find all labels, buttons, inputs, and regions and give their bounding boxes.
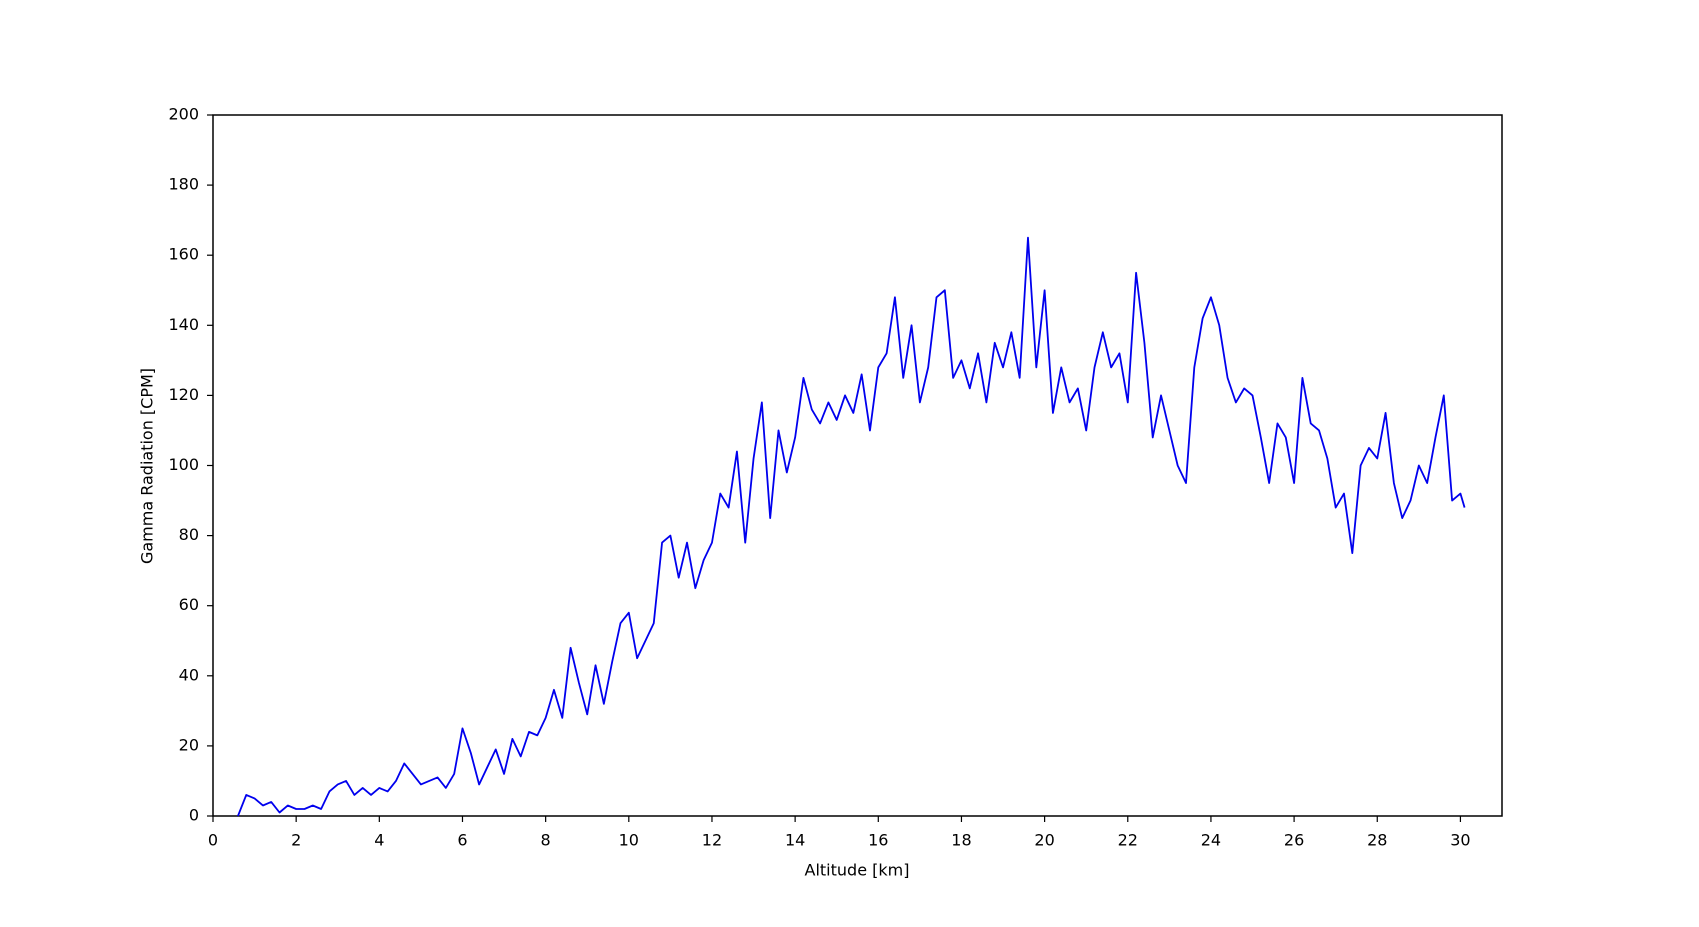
x-tick-label: 4 — [374, 831, 384, 850]
x-tick-label: 16 — [868, 831, 888, 850]
x-tick-label: 12 — [702, 831, 722, 850]
x-tick-label: 30 — [1450, 831, 1470, 850]
y-tick-label: 100 — [168, 455, 199, 474]
y-axis-label: Gamma Radiation [CPM] — [138, 368, 157, 564]
x-tick-label: 14 — [785, 831, 805, 850]
x-tick-label: 28 — [1367, 831, 1387, 850]
x-tick-label: 8 — [541, 831, 551, 850]
x-tick-label: 2 — [291, 831, 301, 850]
x-tick-label: 20 — [1034, 831, 1054, 850]
y-tick-label: 140 — [168, 315, 199, 334]
y-tick-label: 0 — [189, 806, 199, 825]
x-tick-label: 0 — [208, 831, 218, 850]
data-line — [237, 236, 1466, 817]
x-tick-label: 10 — [619, 831, 639, 850]
x-tick-label: 26 — [1284, 831, 1304, 850]
y-tick-label: 20 — [179, 735, 199, 754]
x-tick-label: 24 — [1201, 831, 1221, 850]
x-tick-label: 22 — [1118, 831, 1138, 850]
y-tick-label: 200 — [168, 105, 199, 124]
x-axis-label: Altitude [km] — [805, 861, 910, 880]
x-tick-label: 18 — [951, 831, 971, 850]
y-tick-label: 180 — [168, 175, 199, 194]
y-tick-label: 40 — [179, 665, 199, 684]
y-tick-label: 80 — [179, 525, 199, 544]
y-tick-label: 60 — [179, 595, 199, 614]
y-tick-label: 120 — [168, 385, 199, 404]
y-tick-label: 160 — [168, 245, 199, 264]
x-tick-label: 6 — [457, 831, 467, 850]
plot-frame — [212, 114, 1503, 817]
